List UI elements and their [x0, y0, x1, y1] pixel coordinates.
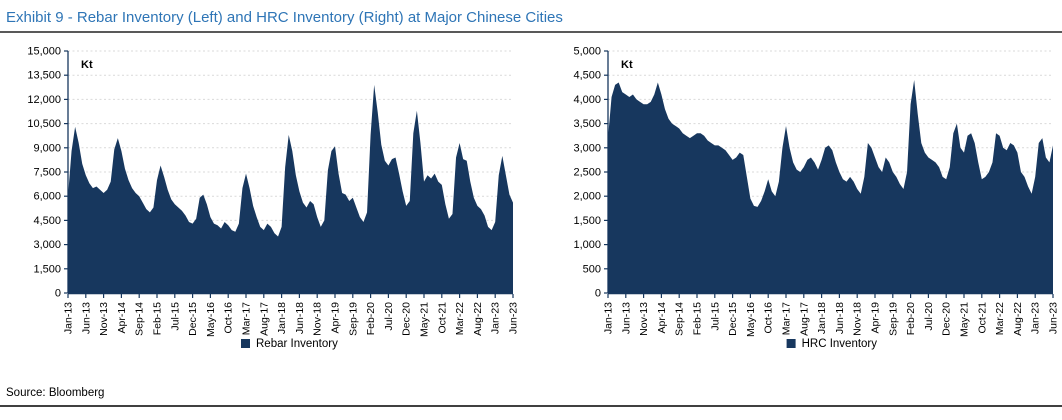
x-tick-label: May-21 — [959, 302, 971, 337]
x-tick-label: Aug-17 — [798, 302, 810, 336]
x-tick-label: Mar-17 — [781, 302, 793, 335]
y-tick-label: 2,000 — [573, 191, 601, 203]
bottom-divider — [0, 405, 1062, 407]
y-tick-label: 1,500 — [33, 263, 61, 275]
x-tick-label: Feb-15 — [692, 302, 704, 335]
y-tick-label: 15,000 — [27, 46, 61, 58]
legend-label: HRC Inventory — [802, 338, 878, 350]
charts-row: 0 1,500 3,000 4,500 6,000 7,500 9,000 10,500 12,… — [0, 33, 1062, 359]
hrc-inventory-chart: 0 500 1,000 1,500 2,000 2,500 3,000 3,500 4,000 4… — [544, 41, 1060, 359]
x-tick-label: Jun-18 — [834, 302, 846, 334]
legend-swatch — [241, 339, 250, 348]
hrc-plot: 0 500 1,000 1,500 2,000 2,500 3,000 3,500 4,000 4… — [573, 46, 1060, 351]
x-tick-label: Jun-13 — [620, 302, 632, 334]
x-tick-label: Jan-13 — [63, 302, 75, 334]
x-tick-label: Sep-19 — [347, 302, 359, 336]
legend-swatch — [786, 339, 796, 348]
x-tick-label: Apr-19 — [870, 302, 882, 334]
legend: HRC Inventory — [786, 338, 878, 350]
x-tick-label: Aug-22 — [472, 302, 484, 336]
x-tick-label: Aug-22 — [1012, 302, 1024, 336]
x-tick-label: Feb-20 — [365, 302, 377, 335]
x-tick-label: Dec-15 — [727, 302, 739, 336]
x-tick-label: Nov-18 — [852, 302, 864, 336]
rebar-plot: 0 1,500 3,000 4,500 6,000 7,500 9,000 10,500 12,… — [27, 46, 520, 351]
y-tick-label: 4,500 — [33, 215, 61, 227]
x-tick-label: Jun-13 — [80, 302, 92, 334]
y-tick-label: 3,500 — [573, 118, 601, 130]
x-tick-label: Jan-18 — [276, 302, 288, 334]
y-tick-label: 12,000 — [27, 94, 61, 106]
x-tick-label: Jul-20 — [923, 302, 935, 331]
x-tick-label: Nov-13 — [98, 302, 110, 336]
x-tick-label: Nov-13 — [638, 302, 650, 336]
title-divider — [0, 31, 1062, 33]
x-tick-label: Feb-15 — [152, 302, 164, 335]
x-tick-label: Jun-23 — [508, 302, 520, 334]
y-tick-label: 3,000 — [573, 142, 601, 154]
y-tick-label: 4,000 — [573, 94, 601, 106]
x-tick-label: Apr-19 — [330, 302, 342, 334]
y-tick-label: 10,500 — [27, 118, 61, 130]
x-tick-label: Aug-17 — [258, 302, 270, 336]
legend: Rebar Inventory — [241, 338, 338, 350]
x-tick-label: Jul-20 — [383, 302, 395, 331]
x-tick-label: Sep-19 — [887, 302, 899, 336]
x-tick-label: Sep-14 — [674, 302, 686, 336]
source-note: Source: Bloomberg — [6, 387, 105, 399]
y-tick-label: 0 — [55, 288, 61, 300]
x-tick-label: Mar-17 — [241, 302, 253, 335]
x-tick-label: Jan-13 — [603, 302, 615, 334]
unit-label: Kt — [621, 59, 633, 71]
x-tick-label: Jul-15 — [169, 302, 181, 331]
y-tick-label: 1,500 — [573, 215, 601, 227]
x-tick-label: Jun-23 — [1048, 302, 1060, 334]
x-tick-label: Dec-15 — [187, 302, 199, 336]
x-tick-label: May-16 — [205, 302, 217, 337]
x-tick-label: Oct-21 — [976, 302, 988, 334]
y-tick-label: 9,000 — [33, 142, 61, 154]
y-tick-label: 3,000 — [33, 239, 61, 251]
area-series — [68, 84, 513, 293]
x-tick-label: Jan-23 — [1030, 302, 1042, 334]
x-tick-label: Mar-22 — [994, 302, 1006, 335]
x-tick-label: Dec-20 — [941, 302, 953, 336]
y-tick-label: 7,500 — [33, 167, 61, 179]
x-tick-label: Jan-23 — [490, 302, 502, 334]
exhibit-title: Exhibit 9 - Rebar Inventory (Left) and H… — [6, 9, 563, 26]
y-tick-label: 1,000 — [573, 239, 601, 251]
x-tick-label: Apr-14 — [116, 302, 128, 334]
x-tick-label: Sep-14 — [134, 302, 146, 336]
y-tick-label: 500 — [583, 263, 601, 275]
x-tick-label: Oct-16 — [763, 302, 775, 334]
y-tick-label: 2,500 — [573, 167, 601, 179]
rebar-inventory-chart: 0 1,500 3,000 4,500 6,000 7,500 9,000 10,500 12,… — [4, 41, 520, 359]
y-tick-label: 0 — [595, 288, 601, 300]
x-tick-label: Nov-18 — [312, 302, 324, 336]
y-tick-label: 13,500 — [27, 70, 61, 82]
x-tick-label: Dec-20 — [401, 302, 413, 336]
unit-label: Kt — [81, 59, 93, 71]
x-tick-label: May-21 — [419, 302, 431, 337]
x-tick-label: Feb-20 — [905, 302, 917, 335]
x-tick-label: Jul-15 — [709, 302, 721, 331]
x-tick-label: Oct-21 — [436, 302, 448, 334]
area-series — [608, 80, 1053, 293]
x-tick-label: May-16 — [745, 302, 757, 337]
x-tick-label: Oct-16 — [223, 302, 235, 334]
y-tick-label: 5,000 — [573, 46, 601, 58]
legend-label: Rebar Inventory — [256, 338, 338, 350]
x-tick-label: Jun-18 — [294, 302, 306, 334]
x-tick-label: Apr-14 — [656, 302, 668, 334]
y-tick-label: 6,000 — [33, 191, 61, 203]
x-tick-label: Mar-22 — [454, 302, 466, 335]
x-tick-label: Jan-18 — [816, 302, 828, 334]
y-tick-label: 4,500 — [573, 70, 601, 82]
